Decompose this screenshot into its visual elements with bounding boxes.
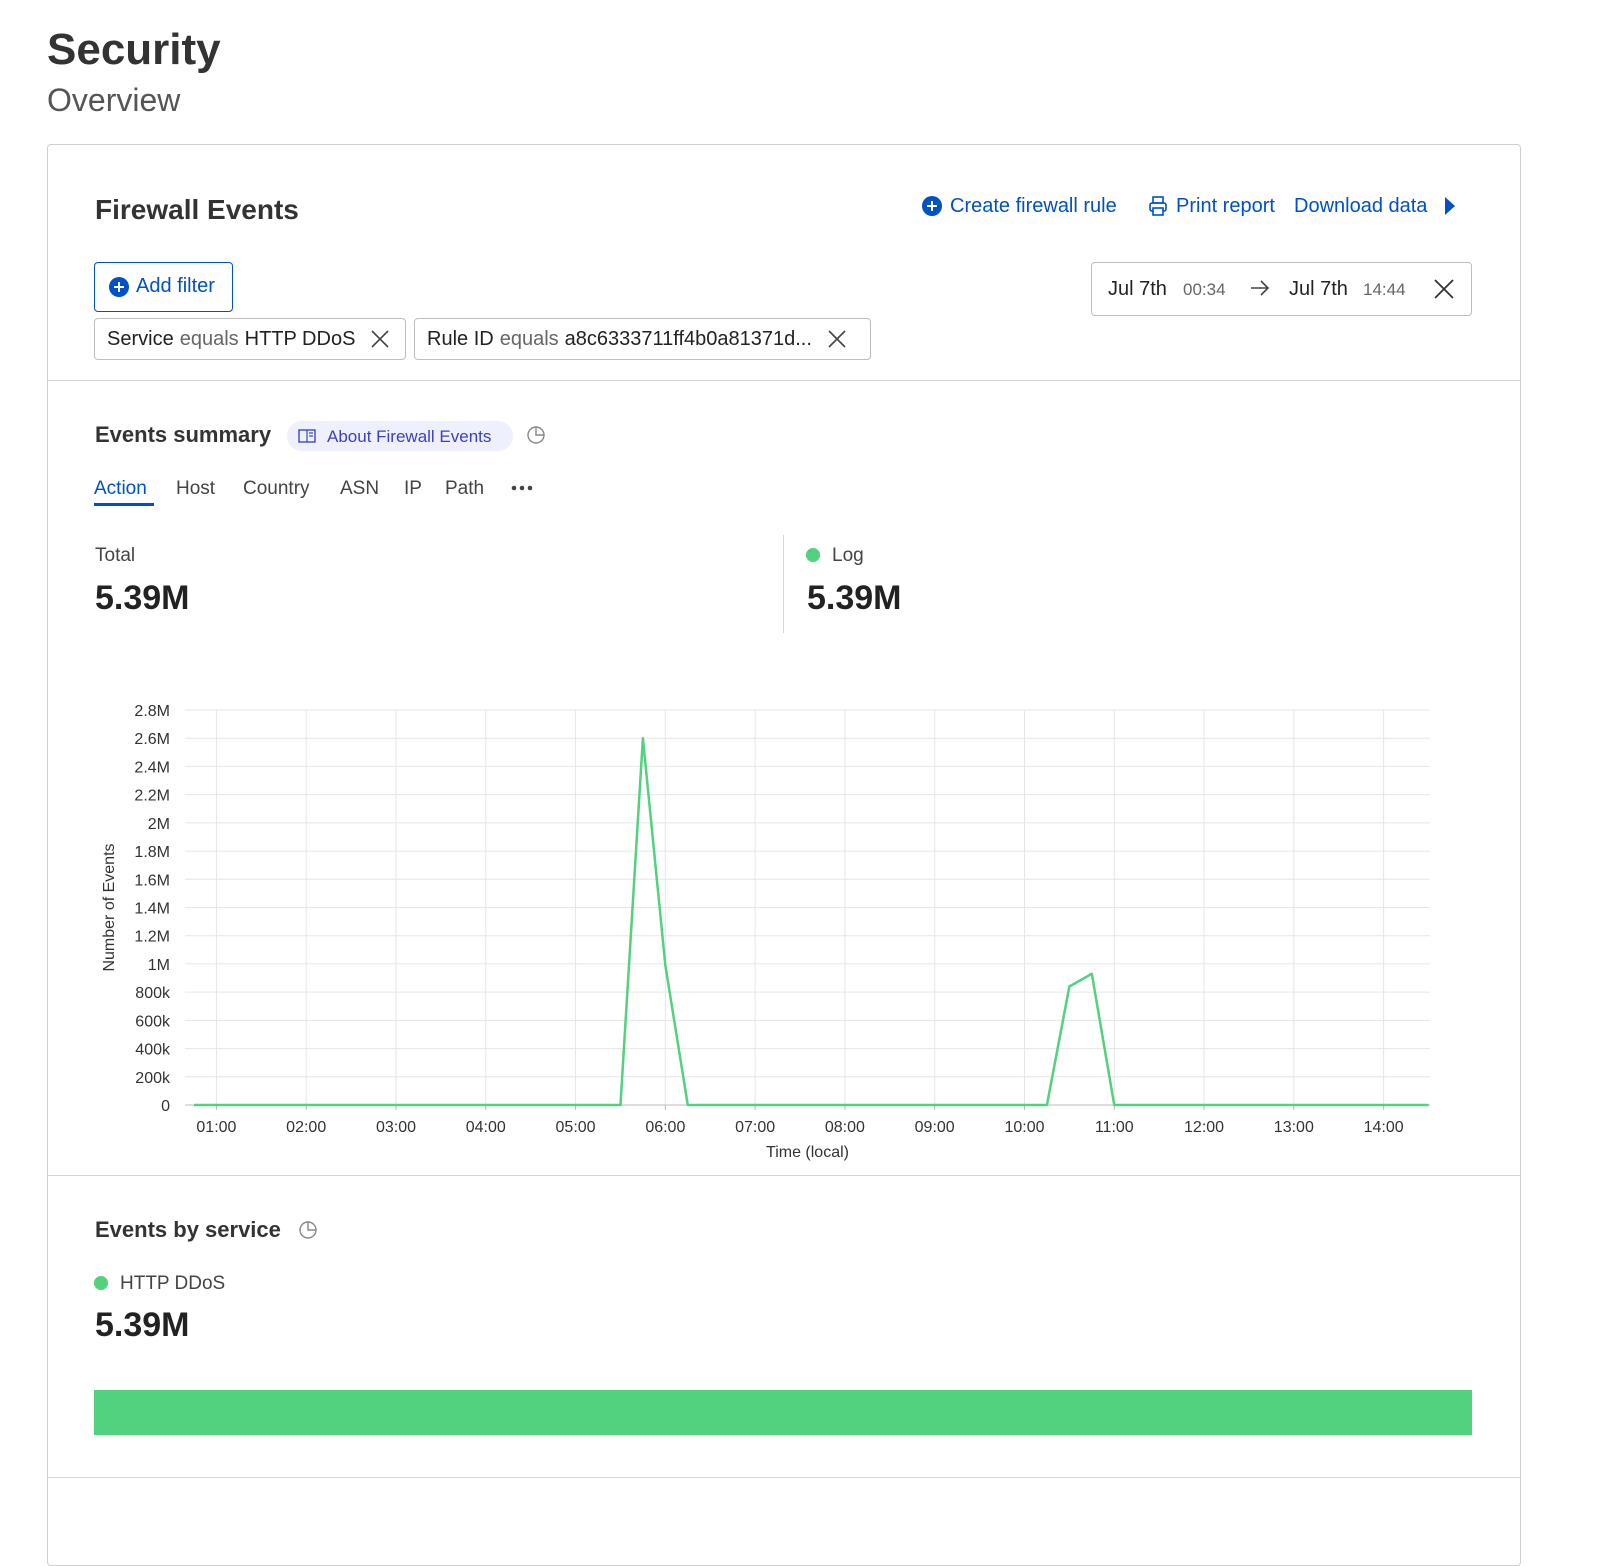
refresh-icon[interactable] bbox=[298, 1220, 318, 1240]
legend-label: HTTP DDoS bbox=[120, 1273, 226, 1294]
x-tick-label: 09:00 bbox=[915, 1119, 955, 1136]
y-tick-label: 600k bbox=[135, 1013, 171, 1030]
create-rule-link[interactable]: Create firewall rule bbox=[950, 195, 1117, 217]
refresh-icon[interactable] bbox=[526, 425, 546, 445]
y-tick-label: 1.8M bbox=[134, 844, 170, 861]
y-tick-label: 400k bbox=[135, 1042, 171, 1059]
more-tabs[interactable] bbox=[510, 483, 534, 493]
filter-value: HTTP DDoS bbox=[244, 327, 356, 350]
remove-icon[interactable] bbox=[369, 328, 391, 350]
to-date: Jul 7th bbox=[1289, 278, 1348, 300]
y-tick-label: 2.8M bbox=[134, 703, 170, 720]
y-axis-title: Number of Events bbox=[101, 843, 118, 971]
y-tick-label: 1M bbox=[148, 957, 170, 974]
filter-field: Rule ID bbox=[427, 327, 494, 350]
filter-op: equals bbox=[179, 327, 239, 350]
add-filter-label: Add filter bbox=[136, 275, 215, 297]
print-icon bbox=[1149, 196, 1167, 216]
page-title: Security bbox=[47, 25, 221, 74]
y-tick-label: 2.4M bbox=[134, 759, 170, 776]
tab[interactable]: IP bbox=[404, 478, 422, 499]
divider bbox=[48, 1477, 1520, 1478]
stat-label: Total bbox=[95, 545, 136, 566]
x-tick-label: 05:00 bbox=[556, 1119, 596, 1136]
y-tick-label: 2M bbox=[148, 816, 170, 833]
stat-value: 5.39M bbox=[95, 1306, 190, 1344]
legend-label: Log bbox=[832, 545, 864, 566]
x-tick-label: 03:00 bbox=[376, 1119, 416, 1136]
plus-icon bbox=[922, 196, 942, 216]
page-subtitle: Overview bbox=[47, 82, 181, 118]
x-tick-label: 11:00 bbox=[1095, 1119, 1134, 1136]
date-range-picker[interactable] bbox=[1091, 262, 1472, 316]
y-tick-label: 0 bbox=[161, 1098, 170, 1115]
y-tick-label: 1.6M bbox=[134, 872, 170, 889]
from-date: Jul 7th bbox=[1108, 278, 1167, 300]
x-tick-label: 14:00 bbox=[1364, 1119, 1404, 1136]
clear-icon[interactable] bbox=[1433, 278, 1455, 300]
tab[interactable]: ASN bbox=[340, 478, 380, 499]
divider bbox=[783, 535, 784, 633]
legend-dot bbox=[806, 548, 820, 562]
x-tick-label: 08:00 bbox=[825, 1119, 865, 1136]
x-tick-label: 07:00 bbox=[735, 1119, 775, 1136]
y-tick-label: 2.6M bbox=[134, 731, 170, 748]
y-tick-label: 200k bbox=[135, 1070, 171, 1087]
y-tick-label: 1.2M bbox=[134, 929, 170, 946]
x-tick-label: 02:00 bbox=[286, 1119, 326, 1136]
tab[interactable]: Country bbox=[243, 478, 310, 499]
section-title: Events summary bbox=[95, 422, 272, 447]
print-link[interactable]: Print report bbox=[1176, 195, 1275, 217]
tab[interactable]: Action bbox=[94, 478, 147, 499]
tab[interactable]: Host bbox=[176, 478, 216, 499]
y-tick-label: 800k bbox=[135, 985, 171, 1002]
divider bbox=[48, 1175, 1520, 1176]
series-line bbox=[193, 736, 1429, 1107]
y-tick-label: 1.4M bbox=[134, 901, 170, 918]
y-tick-label: 2.2M bbox=[134, 788, 170, 805]
filter-field: Service bbox=[107, 327, 174, 350]
x-tick-label: 04:00 bbox=[466, 1119, 506, 1136]
docs-badge-label: About Firewall Events bbox=[327, 427, 492, 446]
arrow-icon bbox=[1251, 280, 1270, 296]
from-time: 00:34 bbox=[1183, 280, 1226, 299]
x-tick-label: 12:00 bbox=[1184, 1119, 1224, 1136]
dropdown-arrow[interactable] bbox=[1443, 195, 1457, 217]
card-title: Firewall Events bbox=[95, 194, 299, 225]
tab[interactable]: Path bbox=[445, 478, 485, 499]
x-tick-label: 13:00 bbox=[1274, 1119, 1314, 1136]
section-title: Events by service bbox=[95, 1217, 281, 1242]
filter-value: a8c6333711ff4b0a81371d... bbox=[564, 327, 812, 350]
legend-dot bbox=[94, 1276, 108, 1290]
remove-icon[interactable] bbox=[826, 328, 848, 350]
plus-icon bbox=[109, 277, 129, 297]
filter-chip[interactable]: Rule ID equals a8c6333711ff4b0a81371d... bbox=[414, 318, 871, 360]
x-tick-label: 01:00 bbox=[196, 1119, 236, 1136]
divider bbox=[48, 380, 1520, 381]
to-time: 14:44 bbox=[1363, 280, 1406, 299]
filter-op: equals bbox=[499, 327, 559, 350]
filter-chip[interactable]: Service equals HTTP DDoS bbox=[94, 318, 406, 360]
add-filter-button[interactable] bbox=[94, 262, 233, 312]
x-tick-label: 06:00 bbox=[645, 1119, 685, 1136]
download-link[interactable]: Download data bbox=[1294, 195, 1428, 217]
x-tick-label: 10:00 bbox=[1004, 1119, 1044, 1136]
stat-value: 5.39M bbox=[807, 579, 902, 617]
page: {"header": {"title": "Security", "subtit… bbox=[47, 25, 1521, 1566]
service-bar bbox=[94, 1390, 1472, 1435]
active-tab-indicator bbox=[94, 503, 154, 506]
book-icon bbox=[298, 429, 316, 443]
chart: 0 200k 400k 600k 800k 1M 1.2M 1.4M 1.6M 1.8M 2M 2.2… bbox=[101, 703, 1430, 1161]
stat-value: 5.39M bbox=[95, 579, 190, 617]
x-axis-title: Time (local) bbox=[766, 1144, 849, 1161]
docs-badge[interactable] bbox=[287, 421, 513, 451]
